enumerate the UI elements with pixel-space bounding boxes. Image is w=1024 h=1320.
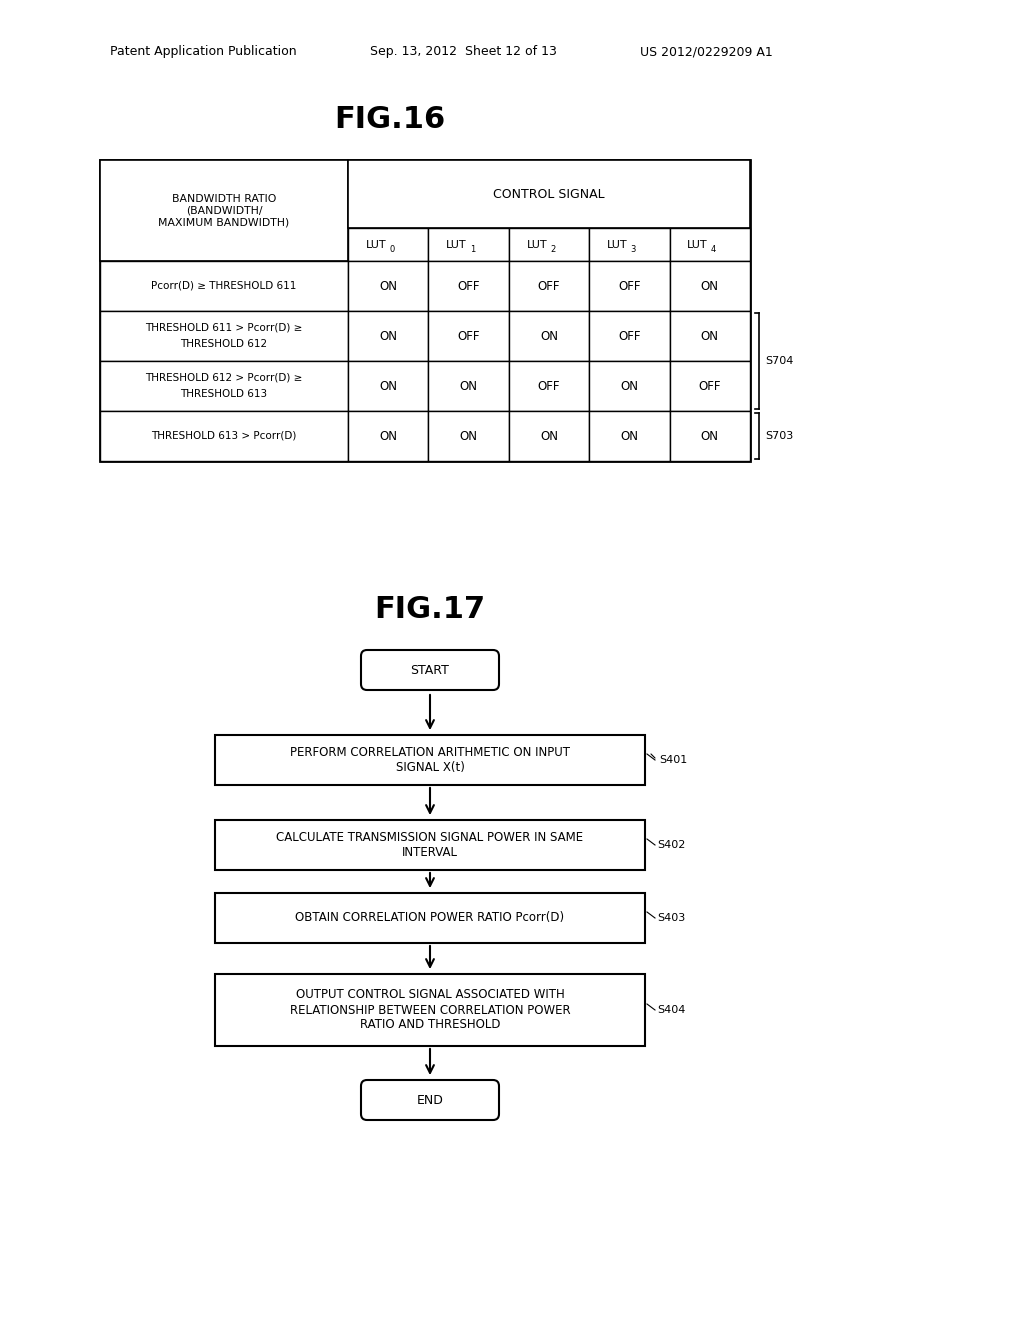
Text: 0: 0 [389,246,394,253]
Text: 4: 4 [711,246,716,253]
Text: LUT: LUT [366,239,386,249]
Text: Pcorr(D) ≥ THRESHOLD 611: Pcorr(D) ≥ THRESHOLD 611 [152,281,297,290]
Text: Patent Application Publication: Patent Application Publication [110,45,297,58]
Bar [428,228,509,261]
Bar [589,312,670,360]
Text: CONTROL SIGNAL: CONTROL SIGNAL [494,187,605,201]
Bar [589,261,670,312]
Bar [428,312,509,360]
Text: OBTAIN CORRELATION POWER RATIO Pcorr(D): OBTAIN CORRELATION POWER RATIO Pcorr(D) [296,912,564,924]
Text: 1: 1 [470,246,475,253]
Text: S704: S704 [765,356,794,366]
Text: 2: 2 [550,246,555,253]
Text: FIG.17: FIG.17 [375,595,485,624]
Text: ON: ON [379,429,397,442]
Text: ON: ON [621,380,638,392]
Text: CALCULATE TRANSMISSION SIGNAL POWER IN SAME
INTERVAL: CALCULATE TRANSMISSION SIGNAL POWER IN S… [276,832,584,859]
Text: LUT: LUT [607,239,628,249]
Bar [670,360,750,411]
Text: S703: S703 [765,432,794,441]
Text: ON: ON [700,280,719,293]
Bar [100,360,348,411]
Bar [100,160,348,261]
Bar [215,735,645,785]
Text: ON: ON [700,330,719,342]
Text: ON: ON [460,429,477,442]
Text: US 2012/0229209 A1: US 2012/0229209 A1 [640,45,773,58]
Text: BANDWIDTH RATIO
(BANDWIDTH/
MAXIMUM BANDWIDTH): BANDWIDTH RATIO (BANDWIDTH/ MAXIMUM BAND… [159,194,290,227]
Bar [589,411,670,461]
Text: OFF: OFF [618,330,641,342]
Bar [509,261,589,312]
Bar [509,312,589,360]
Text: PERFORM CORRELATION ARITHMETIC ON INPUT
SIGNAL X(t): PERFORM CORRELATION ARITHMETIC ON INPUT … [290,746,570,774]
Text: FIG.16: FIG.16 [335,106,445,135]
Bar [589,228,670,261]
Bar [100,261,348,312]
Text: OFF: OFF [458,280,480,293]
Text: ON: ON [379,330,397,342]
Text: OFF: OFF [698,380,721,392]
Bar [509,228,589,261]
Text: S404: S404 [657,1005,685,1015]
Text: ON: ON [460,380,477,392]
Bar [215,894,645,942]
Bar [100,411,348,461]
Bar [428,261,509,312]
Text: THRESHOLD 611 > Pcorr(D) ≥: THRESHOLD 611 > Pcorr(D) ≥ [145,323,303,333]
Text: OFF: OFF [538,280,560,293]
Text: ON: ON [700,429,719,442]
Bar [428,411,509,461]
Text: THRESHOLD 612: THRESHOLD 612 [180,339,267,348]
Bar [348,160,750,228]
FancyBboxPatch shape [361,1080,499,1119]
Bar [670,312,750,360]
Text: S403: S403 [657,913,685,923]
Text: LUT: LUT [526,239,547,249]
Bar [215,974,645,1045]
Text: ON: ON [540,330,558,342]
Bar [670,261,750,312]
Text: LUT: LUT [446,239,467,249]
FancyBboxPatch shape [361,649,499,690]
Bar [589,360,670,411]
Text: THRESHOLD 612 > Pcorr(D) ≥: THRESHOLD 612 > Pcorr(D) ≥ [145,374,303,383]
Bar [348,261,428,312]
Text: OFF: OFF [538,380,560,392]
Text: Sep. 13, 2012  Sheet 12 of 13: Sep. 13, 2012 Sheet 12 of 13 [370,45,557,58]
Bar [348,312,428,360]
Text: 3: 3 [631,246,636,253]
Bar [215,820,645,870]
Bar [348,360,428,411]
Text: ON: ON [379,380,397,392]
Text: END: END [417,1093,443,1106]
Text: S402: S402 [657,840,685,850]
Bar [509,360,589,411]
Bar [348,228,428,261]
Bar [670,411,750,461]
Text: ON: ON [379,280,397,293]
Text: START: START [411,664,450,676]
Text: ON: ON [621,429,638,442]
Bar [509,411,589,461]
Bar [100,160,750,461]
Text: LUT: LUT [687,239,708,249]
Bar [348,411,428,461]
Text: THRESHOLD 613 > Pcorr(D): THRESHOLD 613 > Pcorr(D) [152,432,297,441]
Text: OFF: OFF [458,330,480,342]
Text: ON: ON [540,429,558,442]
Text: S401: S401 [659,755,687,766]
Bar [428,360,509,411]
Text: OUTPUT CONTROL SIGNAL ASSOCIATED WITH
RELATIONSHIP BETWEEN CORRELATION POWER
RAT: OUTPUT CONTROL SIGNAL ASSOCIATED WITH RE… [290,989,570,1031]
Text: THRESHOLD 613: THRESHOLD 613 [180,389,267,399]
Text: OFF: OFF [618,280,641,293]
Bar [100,312,348,360]
Bar [670,228,750,261]
